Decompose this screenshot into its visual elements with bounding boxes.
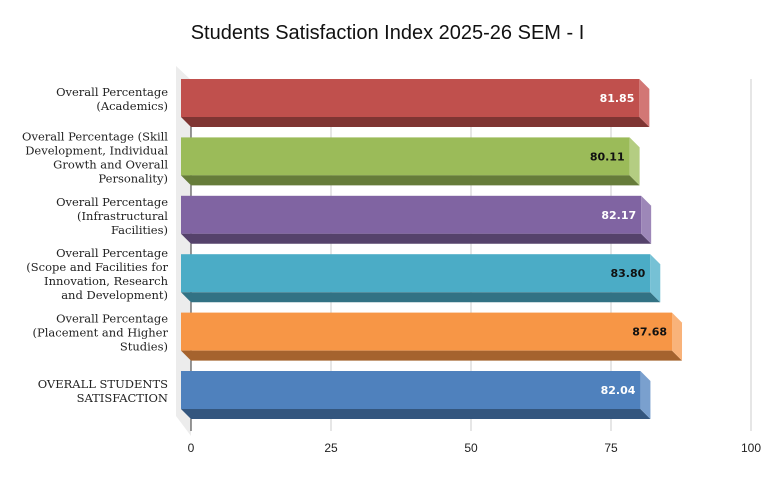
data-label: 82.04 [601,384,636,397]
bar-bottom-face [181,409,651,419]
bar-bottom-face [181,292,661,303]
tick-label: 50 [464,441,478,455]
bar-front-face [181,312,673,351]
bar: 83.80 [181,254,661,303]
bars: 81.85 80.11 82.17 83.80 87.68 82.04 [181,79,683,419]
tick-label: 25 [324,441,338,455]
bar-side-face [629,137,640,186]
bar-front-face [181,254,651,293]
bar-front-face [181,371,641,409]
tick-label: 75 [604,441,618,455]
data-label: 83.80 [610,267,645,280]
bar: 80.11 [181,137,640,186]
bar-side-face [639,79,650,127]
bar: 87.68 [181,312,683,361]
bar-bottom-face [181,117,650,127]
bar: 82.17 [181,195,652,244]
bar-bottom-face [181,233,652,244]
bar-side-face [650,254,661,303]
chart-title: Students Satisfaction Index 2025-26 SEM … [190,22,585,44]
bar-front-face [181,137,630,176]
bar-bottom-face [181,175,640,186]
bar-side-face [640,371,651,419]
data-label: 82.17 [601,209,636,222]
bar-front-face [181,79,640,117]
bar-side-face [641,195,652,244]
category-label: Overall Percentage (Placement and Higher S… [33,312,169,354]
data-label: 80.11 [590,150,625,163]
data-label: 81.85 [600,92,635,105]
category-label: Overall Percentage (Academics) [56,85,168,113]
tick-label: 100 [741,441,761,455]
category-labels: Overall Percentage (Academics) Overall Per… [22,85,169,405]
category-label: Overall Percentage (Scope and Facilities … [26,246,168,302]
bar-bottom-face [181,350,683,361]
data-label: 87.68 [632,326,667,339]
bar: 82.04 [181,371,651,419]
bar-front-face [181,195,642,234]
category-label: Overall Percentage (Skill Development, In… [22,129,168,185]
tick-label: 0 [188,441,195,455]
bar-side-face [672,312,683,361]
category-label: OVERALL STUDENTS SATISFACTION [38,377,168,405]
bar: 81.85 [181,79,650,127]
category-label: Overall Percentage (Infrastructural Facili… [56,195,168,237]
x-axis-ticks: 0 25 50 75 100 [188,441,762,455]
